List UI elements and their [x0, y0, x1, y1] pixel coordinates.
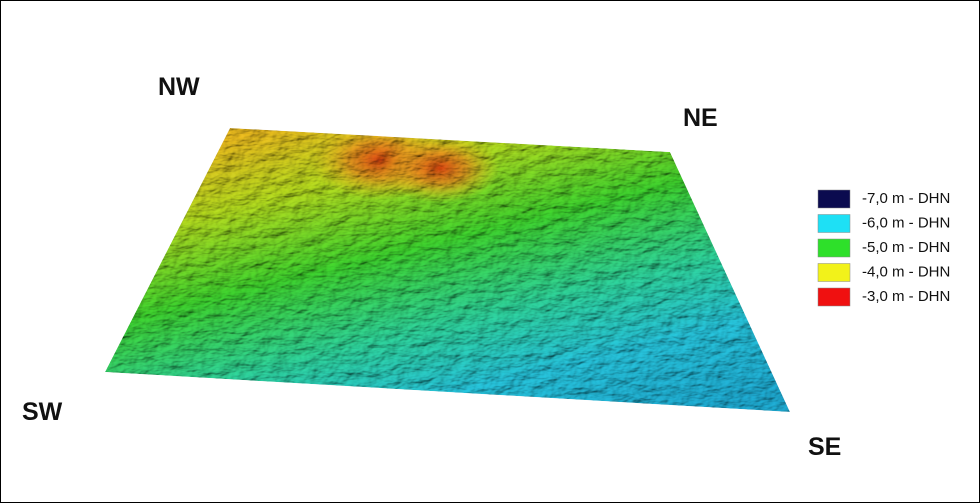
- legend-label: -7,0 m - DHN: [862, 190, 950, 207]
- legend-swatch: [818, 264, 850, 282]
- legend-swatch: [818, 288, 850, 306]
- legend-swatch: [818, 190, 850, 208]
- direction-label: SE: [808, 433, 841, 461]
- direction-label: SW: [22, 398, 63, 426]
- legend-label: -4,0 m - DHN: [862, 263, 950, 280]
- legend-label: -5,0 m - DHN: [862, 239, 950, 256]
- direction-label: NW: [158, 73, 200, 101]
- legend-label: -6,0 m - DHN: [862, 214, 950, 231]
- legend-label: -3,0 m - DHN: [862, 288, 950, 305]
- legend-swatch: [818, 215, 850, 233]
- legend-swatch: [818, 239, 850, 257]
- figure: NW NE SW SE -7,0 m - DHN -6,0 m - DHN -5,0…: [0, 0, 980, 503]
- direction-label: NE: [683, 104, 718, 132]
